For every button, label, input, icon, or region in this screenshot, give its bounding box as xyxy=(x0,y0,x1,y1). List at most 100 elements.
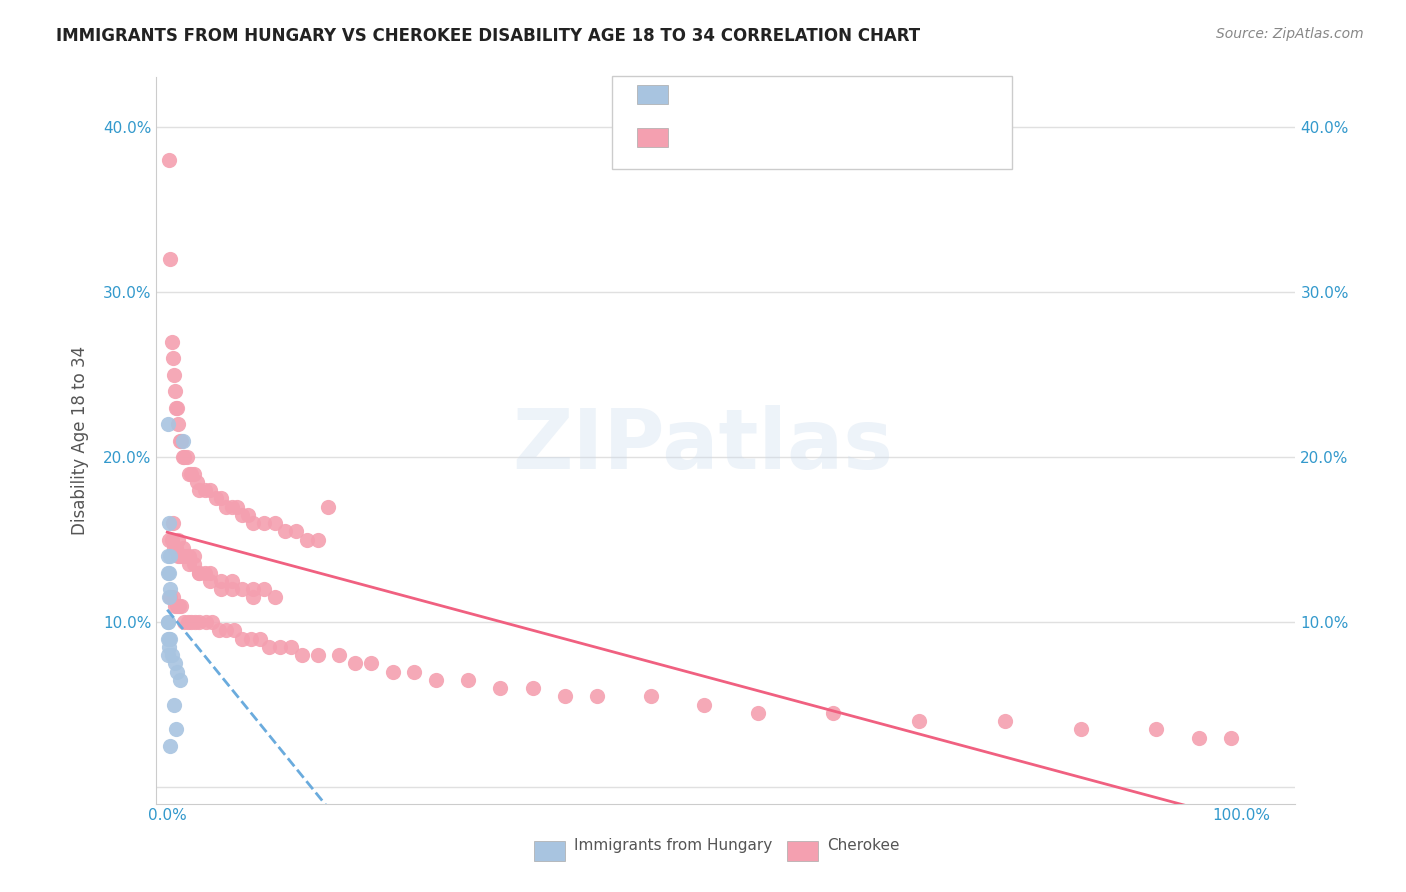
Point xyxy=(157,549,180,563)
Point xyxy=(226,500,249,514)
Point xyxy=(159,739,181,753)
Point xyxy=(159,582,181,596)
Point xyxy=(170,434,193,448)
Point xyxy=(157,615,180,629)
Point xyxy=(253,516,276,530)
Point xyxy=(186,475,208,489)
Text: R = 0.070: R = 0.070 xyxy=(675,92,758,110)
Point xyxy=(157,648,180,662)
Point xyxy=(166,401,188,415)
Point xyxy=(747,706,769,720)
Point xyxy=(209,574,232,588)
Point xyxy=(208,624,231,638)
Point xyxy=(215,500,238,514)
Point xyxy=(188,566,211,580)
Point xyxy=(908,714,931,728)
Point xyxy=(169,434,191,448)
Point xyxy=(162,516,184,530)
Point xyxy=(1188,731,1211,745)
Point xyxy=(157,566,180,580)
Point xyxy=(194,615,217,629)
Point xyxy=(157,533,180,547)
Point xyxy=(157,615,180,629)
Point xyxy=(172,541,194,555)
Point xyxy=(172,434,194,448)
Point xyxy=(307,648,329,662)
Point xyxy=(1220,731,1243,745)
Point xyxy=(249,632,271,646)
Point xyxy=(167,533,190,547)
Point xyxy=(231,582,253,596)
Point xyxy=(285,524,308,539)
Text: R = 0.205: R = 0.205 xyxy=(675,134,758,152)
Point xyxy=(425,673,447,687)
Point xyxy=(157,591,180,605)
Point xyxy=(163,541,186,555)
Point xyxy=(167,599,190,613)
Point xyxy=(169,673,191,687)
Point xyxy=(163,599,186,613)
Point xyxy=(165,541,187,555)
Point xyxy=(173,450,195,464)
Point xyxy=(489,681,512,695)
Point xyxy=(522,681,544,695)
Point xyxy=(176,549,198,563)
Point xyxy=(157,632,180,646)
Text: ZIPatlas: ZIPatlas xyxy=(513,406,893,486)
Point xyxy=(180,467,202,481)
Point xyxy=(259,640,281,654)
Point xyxy=(163,698,186,712)
Point xyxy=(240,632,263,646)
Point xyxy=(160,334,183,349)
Point xyxy=(344,657,367,671)
Point xyxy=(163,657,186,671)
Point xyxy=(177,467,200,481)
Point xyxy=(180,615,202,629)
Point xyxy=(215,624,238,638)
Point xyxy=(1144,723,1167,737)
Point xyxy=(162,351,184,365)
Text: N =  23: N = 23 xyxy=(844,92,907,110)
Point xyxy=(183,558,205,572)
Point xyxy=(163,368,186,382)
Point xyxy=(183,549,205,563)
Point xyxy=(263,516,285,530)
Point xyxy=(994,714,1017,728)
Point xyxy=(586,690,609,704)
Point xyxy=(166,599,188,613)
Point xyxy=(269,640,291,654)
Point xyxy=(172,450,194,464)
Y-axis label: Disability Age 18 to 34: Disability Age 18 to 34 xyxy=(72,346,89,535)
Point xyxy=(194,483,217,497)
Point xyxy=(173,615,195,629)
Point xyxy=(165,401,187,415)
Point xyxy=(183,467,205,481)
Point xyxy=(242,582,264,596)
Point xyxy=(165,723,187,737)
Text: Immigrants from Hungary: Immigrants from Hungary xyxy=(574,838,772,853)
Point xyxy=(404,665,426,679)
Point xyxy=(242,591,264,605)
Point xyxy=(242,516,264,530)
Point xyxy=(157,640,180,654)
Point xyxy=(209,491,232,506)
Point xyxy=(188,615,211,629)
Point xyxy=(157,516,180,530)
Point xyxy=(167,417,190,431)
Point xyxy=(201,615,224,629)
Point xyxy=(823,706,845,720)
Point xyxy=(221,582,243,596)
Point xyxy=(159,591,181,605)
Point xyxy=(160,533,183,547)
Point xyxy=(194,566,217,580)
Point xyxy=(177,549,200,563)
Point xyxy=(157,632,180,646)
Point xyxy=(176,450,198,464)
Point xyxy=(167,549,190,563)
Point xyxy=(157,153,180,167)
Point xyxy=(170,599,193,613)
Point xyxy=(200,574,222,588)
Point xyxy=(222,624,245,638)
Point xyxy=(166,665,188,679)
Point xyxy=(159,549,181,563)
